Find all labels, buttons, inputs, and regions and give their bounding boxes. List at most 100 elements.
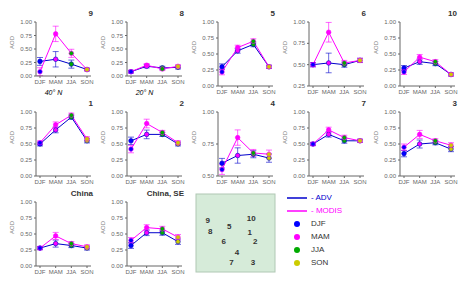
svg-text:MAM: MAM: [140, 269, 154, 275]
svg-text:0.50: 0.50: [20, 141, 32, 147]
svg-text:JJA: JJA: [430, 89, 440, 95]
svg-text:1: 1: [247, 228, 252, 237]
svg-text:1.00: 1.00: [20, 19, 32, 25]
svg-text:0.00: 0.00: [20, 263, 32, 269]
svg-text:0.50: 0.50: [111, 46, 123, 52]
svg-text:1.00: 1.00: [111, 19, 123, 25]
svg-text:AOD: AOD: [100, 220, 106, 234]
svg-text:- ADV: - ADV: [311, 193, 333, 202]
svg-text:2: 2: [253, 237, 258, 246]
svg-text:0.50: 0.50: [111, 231, 123, 237]
svg-text:0.25: 0.25: [20, 157, 32, 163]
svg-text:9: 9: [206, 216, 211, 225]
svg-text:AOD: AOD: [282, 40, 288, 54]
svg-text:0.50: 0.50: [293, 141, 305, 147]
svg-text:SON: SON: [353, 179, 366, 185]
svg-text:1.00: 1.00: [384, 19, 396, 25]
svg-text:SON: SON: [444, 179, 457, 185]
svg-text:MAM: MAM: [413, 89, 427, 95]
svg-text:0.25: 0.25: [111, 247, 123, 253]
svg-text:0.75: 0.75: [384, 35, 396, 41]
svg-text:0.50: 0.50: [384, 51, 396, 57]
svg-text:0.00: 0.00: [202, 83, 214, 89]
svg-text:JJA: JJA: [66, 79, 76, 85]
svg-text:DJF: DJF: [308, 89, 319, 95]
svg-text:0.75: 0.75: [293, 125, 305, 131]
svg-text:JJA: JJA: [157, 79, 167, 85]
svg-text:JJA: JJA: [339, 89, 349, 95]
svg-text:MAM: MAM: [140, 179, 154, 185]
svg-text:AOD: AOD: [9, 130, 15, 144]
svg-text:AOD: AOD: [100, 130, 106, 144]
svg-text:DJF: DJF: [399, 179, 410, 185]
svg-text:10: 10: [247, 214, 256, 223]
svg-text:SON: SON: [311, 258, 329, 267]
svg-text:SON: SON: [171, 79, 184, 85]
svg-text:0.25: 0.25: [20, 60, 32, 66]
svg-text:MAM: MAM: [322, 89, 336, 95]
svg-text:0.00: 0.00: [384, 83, 396, 89]
svg-text:MAM: MAM: [413, 179, 427, 185]
svg-text:MAM: MAM: [49, 79, 63, 85]
svg-text:0.75: 0.75: [111, 215, 123, 221]
svg-text:0.50: 0.50: [20, 231, 32, 237]
svg-text:8: 8: [208, 227, 213, 236]
svg-text:SON: SON: [262, 179, 275, 185]
svg-text:0.00: 0.00: [111, 263, 123, 269]
svg-text:JJA: JJA: [66, 269, 76, 275]
svg-text:0.75: 0.75: [20, 125, 32, 131]
svg-text:JJA: JJA: [311, 245, 325, 254]
svg-text:JJA: JJA: [248, 179, 258, 185]
svg-text:0.75: 0.75: [111, 125, 123, 131]
svg-text:0.25: 0.25: [20, 247, 32, 253]
svg-text:DJF: DJF: [126, 79, 137, 85]
svg-text:0.25: 0.25: [384, 67, 396, 73]
svg-text:JJA: JJA: [157, 269, 167, 275]
svg-text:3: 3: [251, 258, 256, 267]
svg-text:JJA: JJA: [430, 179, 440, 185]
svg-text:SON: SON: [171, 269, 184, 275]
svg-text:SON: SON: [353, 89, 366, 95]
svg-text:SON: SON: [444, 89, 457, 95]
svg-text:0.00: 0.00: [111, 173, 123, 179]
svg-text:MAM: MAM: [231, 179, 245, 185]
svg-text:SON: SON: [80, 179, 93, 185]
svg-text:1.00: 1.00: [293, 19, 305, 25]
svg-text:MAM: MAM: [311, 232, 330, 241]
svg-text:JJA: JJA: [248, 89, 258, 95]
svg-text:0.75: 0.75: [20, 215, 32, 221]
svg-text:JJA: JJA: [157, 179, 167, 185]
svg-text:JJA: JJA: [339, 179, 349, 185]
svg-text:0.75: 0.75: [111, 33, 123, 39]
svg-text:AOD: AOD: [191, 40, 197, 54]
svg-text:AOD: AOD: [373, 130, 379, 144]
svg-text:JJA: JJA: [66, 179, 76, 185]
svg-text:0.00: 0.00: [20, 73, 32, 79]
svg-text:0.50: 0.50: [111, 141, 123, 147]
svg-text:DJF: DJF: [217, 89, 228, 95]
svg-text:0.50: 0.50: [384, 141, 396, 147]
svg-text:1.00: 1.00: [111, 199, 123, 205]
svg-text:DJF: DJF: [35, 179, 46, 185]
svg-text:0.75: 0.75: [293, 40, 305, 46]
svg-text:0.25: 0.25: [384, 157, 396, 163]
svg-text:MAM: MAM: [231, 89, 245, 95]
svg-text:0.00: 0.00: [20, 173, 32, 179]
svg-text:0.25: 0.25: [111, 60, 123, 66]
svg-text:DJF: DJF: [311, 219, 326, 228]
svg-text:DJF: DJF: [35, 269, 46, 275]
svg-text:AOD: AOD: [282, 130, 288, 144]
svg-text:0.75: 0.75: [20, 33, 32, 39]
svg-text:DJF: DJF: [126, 269, 137, 275]
svg-text:DJF: DJF: [35, 79, 46, 85]
svg-text:0.00: 0.00: [384, 173, 396, 179]
svg-text:7: 7: [229, 258, 234, 267]
svg-text:0.75: 0.75: [202, 141, 214, 147]
svg-text:0.00: 0.00: [111, 73, 123, 79]
svg-text:0.75: 0.75: [202, 35, 214, 41]
svg-text:SON: SON: [171, 179, 184, 185]
svg-text:0.50: 0.50: [20, 46, 32, 52]
svg-text:4: 4: [235, 248, 240, 257]
svg-text:AOD: AOD: [100, 35, 106, 49]
svg-text:AOD: AOD: [373, 40, 379, 54]
